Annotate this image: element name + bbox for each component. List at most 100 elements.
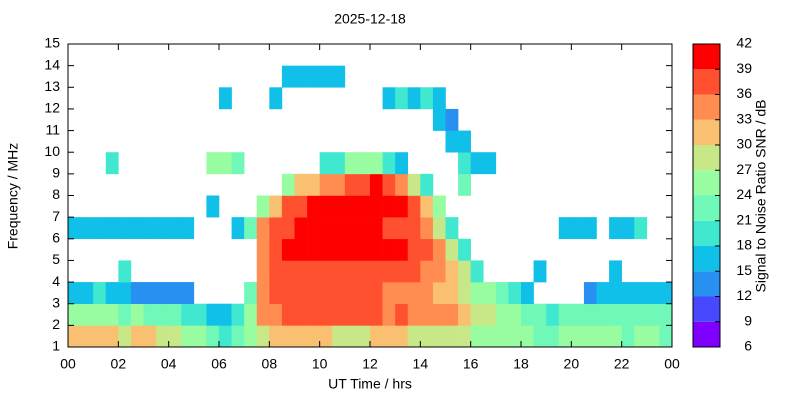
heat-cell [294, 173, 308, 196]
heat-cell [445, 130, 459, 153]
heat-cell [269, 282, 283, 305]
heat-cell [407, 173, 421, 196]
heat-cell [370, 217, 383, 240]
heat-cell [420, 217, 434, 240]
colorbar-swatch [693, 69, 720, 95]
heat-cell [269, 217, 283, 240]
heat-cell [483, 325, 497, 348]
heat-cell [609, 282, 622, 305]
heat-cell [621, 303, 635, 326]
heat-cell [281, 260, 295, 283]
heat-cell [483, 152, 497, 175]
heat-cell [332, 260, 346, 283]
heat-cell [420, 195, 434, 218]
heat-cell [533, 260, 547, 283]
heat-cell [445, 325, 459, 348]
colorbar-tick-label: 21 [736, 211, 752, 227]
heat-cell [143, 325, 157, 348]
heat-cell [319, 238, 333, 261]
colorbar-swatch [693, 145, 720, 171]
heat-cell [432, 195, 446, 218]
heat-cell [219, 87, 232, 110]
heat-cell [181, 325, 195, 348]
heat-cell [307, 65, 320, 88]
heat-cell [382, 217, 396, 240]
heat-cell [68, 217, 81, 240]
heat-cell [294, 282, 308, 305]
y-tick-label: 6 [52, 229, 60, 245]
heat-cell [307, 325, 320, 348]
heat-cell [646, 282, 660, 305]
heat-cell [281, 325, 295, 348]
heat-cell [395, 217, 409, 240]
heat-cell [432, 108, 446, 131]
heat-cell [583, 282, 597, 305]
heat-cell [407, 87, 421, 110]
x-tick-label: 00 [664, 356, 680, 372]
heat-cell [470, 325, 484, 348]
heat-cell [583, 303, 597, 326]
heat-cell [432, 238, 446, 261]
heat-cell [370, 325, 383, 348]
heat-cell [256, 303, 270, 326]
colorbar-tick-label: 6 [744, 338, 752, 354]
heat-cell [68, 282, 81, 305]
heat-cell [307, 195, 320, 218]
heat-cell [407, 260, 421, 283]
heat-cell [370, 238, 383, 261]
heat-cell [344, 152, 358, 175]
heat-cell [420, 325, 434, 348]
heat-cell [420, 173, 434, 196]
heat-cell [646, 325, 660, 348]
colorbar-swatch [693, 170, 720, 196]
colorbar-tick-label: 18 [736, 237, 752, 253]
heat-cell [294, 238, 308, 261]
y-tick-label: 11 [45, 121, 60, 137]
heat-cell [357, 260, 371, 283]
heat-cell [319, 173, 333, 196]
heat-cell [281, 173, 295, 196]
colorbar-swatch [693, 220, 720, 246]
colorbar-swatch [693, 246, 720, 272]
heat-cell [118, 260, 132, 283]
heat-cell [458, 238, 471, 261]
heat-cell [382, 325, 396, 348]
heat-cell [395, 195, 409, 218]
x-tick-label: 00 [60, 356, 76, 372]
x-tick-label: 04 [161, 356, 177, 372]
heat-cell [395, 152, 409, 175]
heat-cell [445, 238, 459, 261]
x-tick-label: 10 [312, 356, 328, 372]
heat-cell [483, 282, 497, 305]
heat-cell [445, 282, 459, 305]
heat-cell [546, 325, 560, 348]
y-tick-label: 13 [44, 78, 60, 94]
heat-cell [521, 282, 534, 305]
heat-cell [621, 282, 635, 305]
heat-cell [382, 152, 396, 175]
heat-cell [332, 173, 346, 196]
heat-cell [156, 325, 169, 348]
heat-cell [659, 282, 673, 305]
heat-cell [231, 217, 245, 240]
heat-cell [558, 325, 572, 348]
heat-cell [445, 260, 459, 283]
heat-cell [307, 260, 320, 283]
heat-cell [495, 282, 509, 305]
x-tick-label: 08 [262, 356, 278, 372]
y-tick-label: 15 [44, 35, 60, 51]
heat-cell [458, 282, 471, 305]
heat-cell [80, 303, 94, 326]
heat-cell [634, 217, 648, 240]
heat-cell [118, 303, 132, 326]
heat-cell [281, 65, 295, 88]
heat-cell [470, 152, 484, 175]
heat-cell [332, 303, 346, 326]
heat-cell [370, 173, 383, 196]
heat-cell [357, 238, 371, 261]
heat-cell [344, 195, 358, 218]
colorbar-tick-label: 42 [736, 35, 752, 51]
heat-cell [357, 195, 371, 218]
heat-cell [395, 87, 409, 110]
heat-cell [533, 303, 547, 326]
